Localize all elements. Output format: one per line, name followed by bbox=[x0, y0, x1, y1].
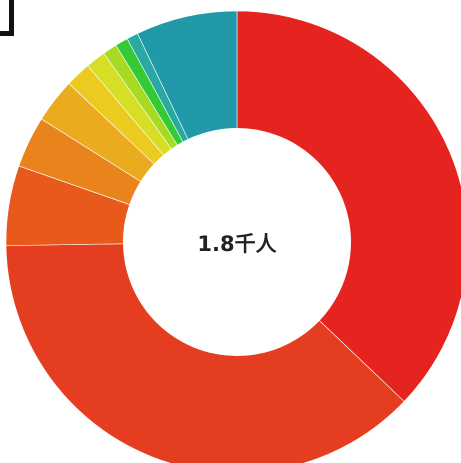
center-total-label: 1.8千人 bbox=[197, 232, 276, 256]
donut-slice-2[interactable] bbox=[5, 241, 405, 463]
window-frame-corner bbox=[0, 0, 14, 36]
donut-slice-1[interactable] bbox=[236, 10, 461, 402]
donut-hole bbox=[123, 128, 351, 356]
